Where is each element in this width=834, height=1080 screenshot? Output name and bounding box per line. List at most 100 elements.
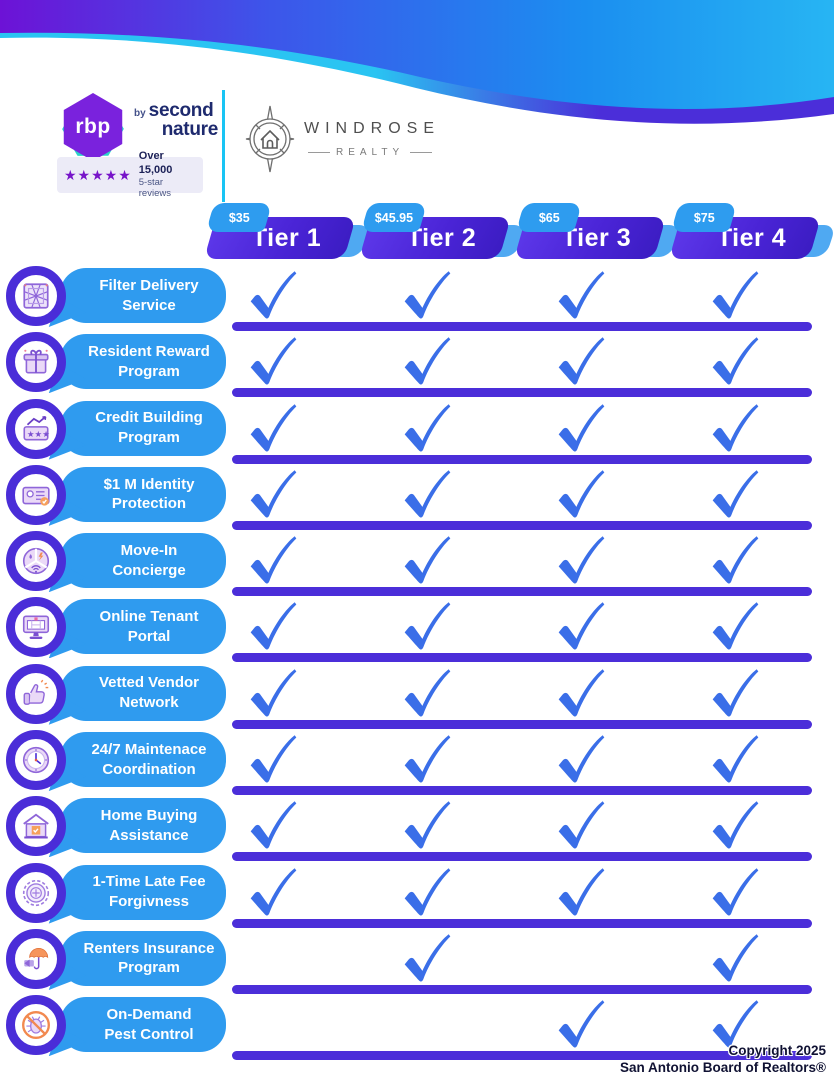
check-icon <box>250 801 297 849</box>
check-cell <box>551 866 611 918</box>
feature-row: Online Tenant Portal <box>0 596 834 663</box>
feature-pill: Renters Insurance Program <box>60 930 226 986</box>
check-icon <box>250 536 297 584</box>
feature-pill: Move-In Concierge <box>60 533 226 589</box>
tier-price-tag: $35 <box>205 203 273 232</box>
feature-pill: 24/7 Maintenace Coordination <box>60 732 226 788</box>
row-divider-bar <box>232 322 812 331</box>
second-nature-wordmark: by second nature <box>134 100 220 141</box>
check-cell <box>705 600 765 652</box>
feature-label-line2: Program <box>118 429 180 447</box>
check-icon <box>712 271 759 319</box>
check-icon <box>404 403 451 452</box>
check-icon <box>558 735 605 783</box>
tier-price: $75 <box>693 210 715 225</box>
check-cell <box>243 733 303 785</box>
brand-word-2: nature <box>161 119 219 140</box>
feature-row: Resident Reward Program <box>0 331 834 398</box>
check-icon <box>712 934 759 982</box>
feature-label: Home Buying Assistance <box>89 806 198 846</box>
utilities-icon <box>22 548 50 575</box>
check-cell <box>397 600 457 652</box>
check-cell <box>243 269 303 321</box>
feature-label-line1: $1 M Identity <box>103 475 195 493</box>
row-divider-bar <box>232 786 812 796</box>
feature-label: On-Demand Pest Control <box>92 1005 193 1045</box>
filter-icon <box>23 283 49 309</box>
check-cell <box>243 667 303 719</box>
check-cell <box>705 402 765 454</box>
check-icon <box>250 470 297 518</box>
check-icon <box>712 536 759 584</box>
check-icon <box>250 669 297 717</box>
check-icon <box>404 536 451 584</box>
check-icon <box>712 735 759 783</box>
compass-icon <box>245 105 295 173</box>
check-icon <box>558 801 605 849</box>
feature-label: Vetted Vendor Network <box>87 673 199 713</box>
feature-label-line1: Move-In <box>120 541 178 559</box>
tier-price-tag: $75 <box>670 203 738 232</box>
check-cell <box>551 402 611 454</box>
check-cell <box>705 667 765 719</box>
check-icon <box>712 602 759 651</box>
check-cell <box>705 866 765 918</box>
feature-row: Credit Building Program ★★★ <box>0 398 834 464</box>
check-icon <box>558 403 605 452</box>
check-icon <box>404 470 451 518</box>
check-cell <box>397 932 457 984</box>
feature-label-line1: Online Tenant <box>99 608 199 626</box>
rbp-logo-text: rbp <box>75 115 111 138</box>
check-icon <box>558 337 605 385</box>
check-icon <box>712 403 759 452</box>
check-cell <box>243 468 303 520</box>
feature-label: 24/7 Maintenace Coordination <box>79 740 206 780</box>
feature-pill: Resident Reward Program <box>60 334 226 390</box>
check-icon <box>404 337 451 385</box>
check-cell <box>705 335 765 387</box>
thumbs-up-icon <box>23 679 49 705</box>
check-cell <box>705 998 765 1050</box>
feature-label: Renters Insurance Program <box>72 939 215 979</box>
feature-pill: $1 M Identity Protection <box>60 466 226 522</box>
tier-banner: Tier 3 $65 <box>513 203 682 263</box>
check-cell <box>397 402 457 454</box>
feature-icon-circle <box>6 531 66 592</box>
check-icon <box>404 735 451 783</box>
rbp-logo: rbp <box>56 90 132 168</box>
feature-pill: Home Buying Assistance <box>60 798 226 854</box>
check-icon <box>712 867 759 916</box>
check-icon <box>250 271 297 319</box>
feature-icon-circle <box>6 862 66 923</box>
feature-label: Online Tenant Portal <box>88 607 199 647</box>
feature-label: Filter Delivery Service <box>87 276 198 316</box>
feature-pill: Credit Building Program <box>60 400 226 456</box>
feature-label: Resident Reward Program <box>76 342 210 382</box>
feature-label: Move-In Concierge <box>100 541 185 581</box>
feature-label-line1: Resident Reward <box>88 343 210 360</box>
feature-row: Renters Insurance Program <box>0 928 834 994</box>
check-cell <box>551 269 611 321</box>
check-icon <box>250 867 297 916</box>
check-icon <box>558 867 605 916</box>
check-cell <box>397 667 457 719</box>
reviews-caption: 5-star reviews <box>138 176 171 200</box>
feature-icon-circle <box>6 796 66 857</box>
house-icon <box>23 814 49 839</box>
row-divider-bar <box>232 388 812 398</box>
feature-label: Credit Building Program <box>83 408 203 448</box>
feature-icon-circle <box>6 663 66 724</box>
check-icon <box>712 470 759 518</box>
feature-icon-circle <box>6 332 66 393</box>
feature-label-line1: Credit Building <box>95 409 203 427</box>
tier-banner: Tier 4 $75 <box>668 203 834 263</box>
row-divider-bar <box>232 1051 812 1061</box>
feature-icon-circle <box>6 597 66 658</box>
credit-icon: ★★★ <box>23 415 50 441</box>
feature-icon-circle <box>6 266 66 326</box>
check-cell <box>551 667 611 719</box>
logo-divider <box>222 90 225 202</box>
feature-pill: Filter Delivery Service <box>60 268 226 323</box>
feature-label: $1 M Identity Protection <box>92 475 195 515</box>
check-icon <box>250 337 297 385</box>
